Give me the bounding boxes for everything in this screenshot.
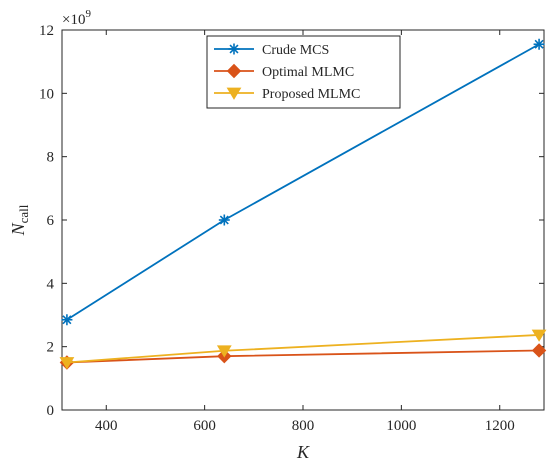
y-tick-label: 0 bbox=[47, 403, 55, 419]
series-0 bbox=[61, 38, 545, 326]
y-exponent-label: ×109 bbox=[62, 8, 91, 28]
series-layer bbox=[59, 38, 547, 370]
y-tick-label: 10 bbox=[39, 86, 54, 102]
y-tick-labels: 0 2 4 6 8 10 12 bbox=[39, 23, 55, 419]
data-point-marker bbox=[59, 357, 75, 370]
data-point-marker bbox=[531, 343, 547, 358]
y-tick-label: 6 bbox=[47, 213, 55, 229]
y-exponent-power: 9 bbox=[85, 8, 91, 20]
legend-label: Crude MCS bbox=[262, 43, 329, 58]
x-tick-label: 400 bbox=[95, 418, 118, 434]
legend: Crude MCS Optimal MLMC Proposed MLMC bbox=[206, 35, 401, 109]
y-axis-label-subscript: call bbox=[16, 204, 31, 223]
data-point-marker bbox=[533, 38, 545, 50]
data-point-marker bbox=[216, 345, 232, 358]
data-point-marker bbox=[531, 329, 547, 342]
x-tick-label: 600 bbox=[193, 418, 216, 434]
legend-marker bbox=[228, 43, 240, 55]
legend-marker bbox=[226, 87, 242, 100]
y-tick-label: 4 bbox=[47, 276, 55, 292]
x-tick-labels: 400 600 800 1000 1200 bbox=[95, 418, 515, 434]
y-tick-label: 2 bbox=[47, 340, 55, 356]
x-tick-label: 1200 bbox=[485, 418, 515, 434]
legend-entry: Optimal MLMC bbox=[214, 63, 354, 80]
axis-ticks bbox=[62, 29, 544, 411]
series-2 bbox=[59, 329, 547, 370]
x-axis-label: K bbox=[296, 442, 310, 462]
data-point-marker bbox=[61, 314, 73, 326]
legend-marker bbox=[226, 63, 242, 79]
legend-label: Proposed MLMC bbox=[262, 87, 360, 102]
y-axis-label: Ncall bbox=[8, 204, 31, 236]
legend-entry: Proposed MLMC bbox=[214, 87, 360, 102]
legend-entry: Crude MCS bbox=[214, 43, 329, 58]
x-tick-label: 800 bbox=[292, 418, 315, 434]
y-tick-label: 12 bbox=[39, 23, 54, 39]
legend-label: Optimal MLMC bbox=[262, 65, 354, 80]
y-tick-label: 8 bbox=[47, 150, 55, 166]
x-tick-label: 1000 bbox=[386, 418, 416, 434]
data-point-marker bbox=[218, 214, 230, 226]
